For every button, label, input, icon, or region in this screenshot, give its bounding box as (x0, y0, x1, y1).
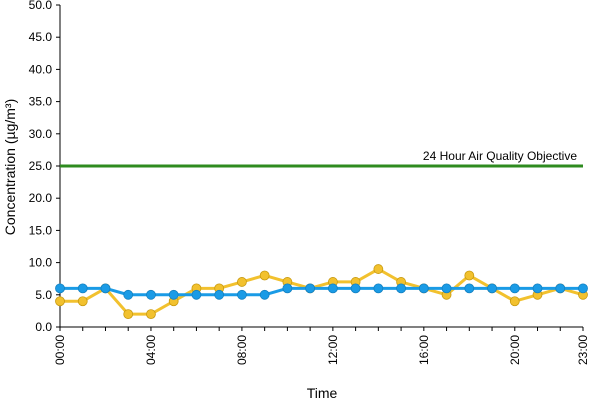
series-2-point (191, 289, 202, 300)
x-tick-label: 00:00 (53, 335, 67, 365)
y-tick-label: 15.0 (29, 223, 53, 237)
y-tick-label: 50.0 (29, 0, 53, 12)
y-tick-label: 40.0 (29, 62, 53, 76)
series-2-point (282, 283, 293, 294)
x-tick-label: 23:00 (576, 335, 590, 365)
series-2-point (168, 289, 179, 300)
series-2-point (555, 283, 566, 294)
series-2-point (100, 283, 111, 294)
x-tick-label: 12:00 (326, 335, 340, 365)
series-2-point (146, 289, 156, 300)
y-tick-label: 25.0 (29, 159, 53, 173)
series-1-point (373, 264, 384, 274)
series-1-point (464, 270, 475, 281)
series-1-point (509, 296, 520, 307)
y-tick-label: 10.0 (29, 256, 53, 270)
x-axis-label: Time (307, 385, 338, 400)
series-2-point (237, 289, 247, 300)
y-tick-label: 35.0 (29, 95, 53, 109)
series-2-point (396, 283, 406, 294)
series-1-point (259, 270, 270, 281)
series-2-point (123, 289, 134, 300)
series-2-point (77, 283, 88, 294)
y-axis-label: Concentration (µg/m³) (2, 99, 18, 235)
series-2-point (578, 283, 588, 294)
series-2-point (214, 289, 225, 300)
series-1-point (55, 296, 65, 307)
series-2-point (373, 283, 384, 294)
series-1-line (60, 267, 584, 316)
series-2-point (327, 283, 338, 294)
y-tick-label: 30.0 (29, 127, 53, 141)
series-2-point (305, 283, 316, 294)
series-1-point (123, 309, 134, 320)
y-tick-label: 20.0 (29, 191, 53, 205)
x-axis-ticks: 00:00 04:00 08:00 12:00 16:00 20:00 23:00 (53, 327, 590, 365)
series-2-point (55, 283, 65, 294)
x-tick-label: 16:00 (417, 335, 431, 365)
series-2-point (464, 283, 475, 294)
y-tick-label: 5.0 (35, 288, 52, 302)
y-tick-label: 0.0 (35, 320, 52, 334)
series-2-point (509, 283, 520, 294)
x-tick-label: 08:00 (235, 335, 249, 365)
series-2-point (487, 283, 497, 294)
series-2-point (350, 283, 361, 294)
series-layer (55, 264, 588, 320)
series-1-point (77, 296, 88, 307)
series-1-point (237, 277, 247, 287)
y-axis-ticks: 0.0 5.0 10.0 15.0 20.0 25.0 30.0 35.0 40.0 45.0 50… (29, 0, 60, 334)
x-tick-label: 20:00 (508, 335, 522, 365)
series-2-point (532, 283, 543, 294)
air-quality-objective-label: 24 Hour Air Quality Objective (423, 149, 577, 163)
y-axis-title: Concentration (µg/m³) (2, 99, 18, 235)
y-tick-label: 45.0 (29, 30, 53, 44)
series-2-point (259, 289, 270, 300)
series-1-point (146, 309, 156, 320)
x-tick-label: 04:00 (144, 335, 158, 365)
series-2-point (418, 283, 429, 294)
reference-line-layer: 24 Hour Air Quality Objective (60, 149, 583, 168)
series-2-point (441, 283, 452, 294)
